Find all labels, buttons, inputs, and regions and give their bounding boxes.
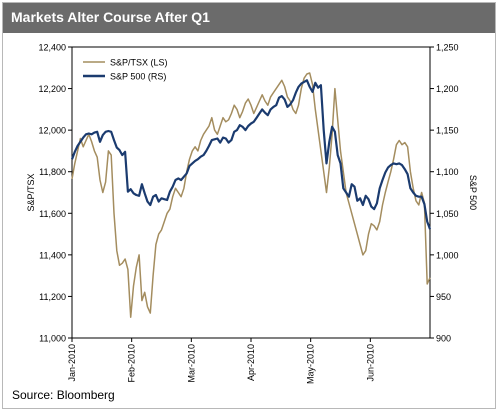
left-tick-label: 11,800 [39,167,66,177]
right-tick-label: 1,050 [436,209,459,219]
title-bar: Markets Alter Course After Q1 [3,3,495,33]
sp500-series-line [70,79,432,230]
right-tick-label: 1,000 [436,250,459,260]
right-tick-label: 900 [436,334,451,344]
right-tick-label: 950 [436,292,451,302]
x-tick-label: Apr-2010 [246,344,256,381]
right-axis-label: S&P 500 [468,175,478,210]
right-tick-label: 1,200 [436,84,459,94]
left-axis-label: S&P/TSX [26,173,36,211]
legend-label: S&P 500 (RS) [110,72,166,82]
plot-area [71,46,431,339]
left-tick-label: 11,600 [39,209,66,219]
left-tick-label: 11,000 [39,334,66,344]
left-tick-label: 11,400 [39,250,66,260]
right-tick-label: 1,100 [436,167,459,177]
tsx-series-line [71,72,431,318]
left-tick-label: 12,000 [38,126,66,136]
right-tick-label: 1,150 [436,126,459,136]
x-tick-label: Jun-2010 [365,344,375,382]
right-tick-label: 1,250 [436,43,459,53]
chart-title: Markets Alter Course After Q1 [11,9,210,25]
left-tick-label: 12,200 [38,84,66,94]
x-tick-label: Jan-2010 [67,344,77,382]
x-tick-label: Feb-2010 [127,344,137,383]
x-tick-label: Mar-2010 [186,344,196,383]
left-tick-label: 11,200 [39,292,66,302]
legend-label: S&P/TSX (LS) [110,58,168,68]
source-note: Source: Bloomberg [12,388,115,402]
left-tick-label: 12,400 [38,43,66,53]
x-tick-label: May-2010 [306,344,316,384]
